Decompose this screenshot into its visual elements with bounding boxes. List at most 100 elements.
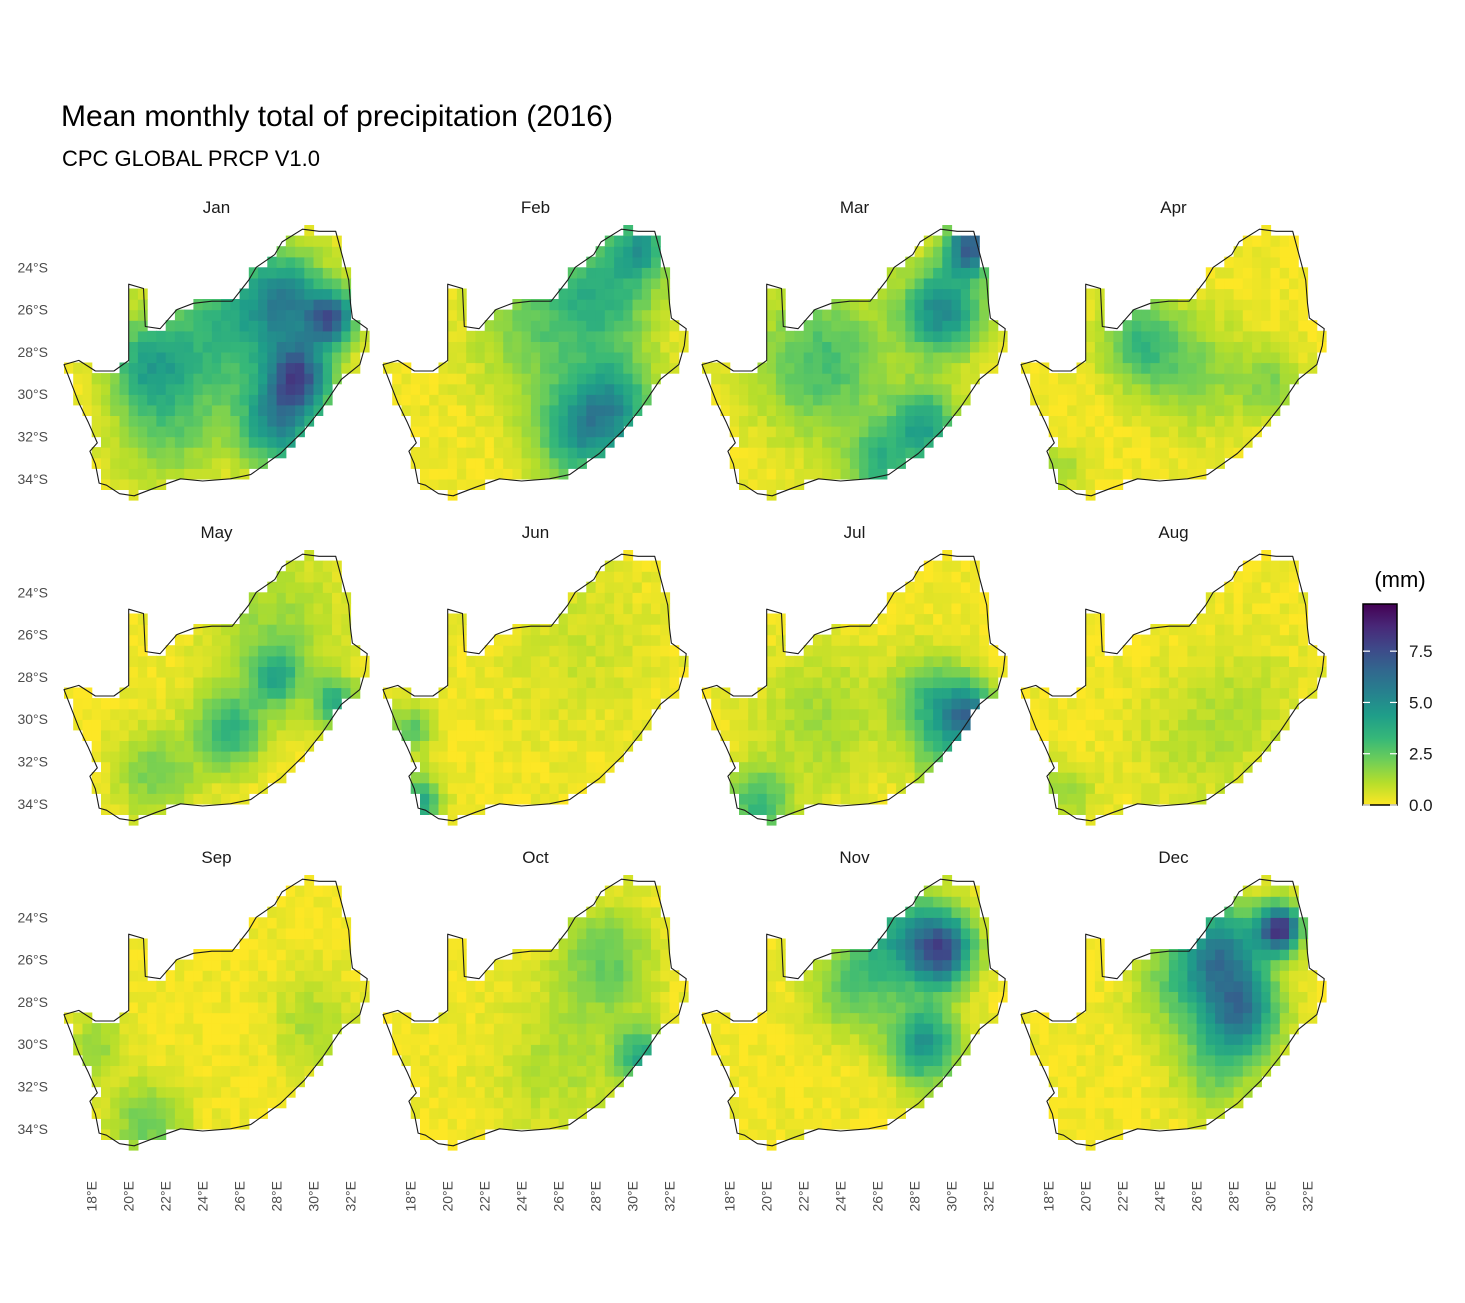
- grid-cell: [651, 634, 661, 646]
- grid-cell: [651, 299, 661, 311]
- grid-cell: [503, 1118, 513, 1130]
- grid-cell: [147, 1107, 157, 1119]
- grid-cell: [258, 602, 268, 615]
- grid-cell: [632, 917, 643, 929]
- grid-cell: [905, 655, 916, 667]
- grid-cell: [877, 309, 888, 321]
- grid-cell: [258, 645, 268, 657]
- grid-cell: [822, 1076, 832, 1088]
- grid-cell: [1076, 436, 1087, 448]
- grid-cell: [604, 980, 615, 992]
- grid-cell: [156, 436, 167, 448]
- grid-cell: [147, 676, 157, 689]
- grid-cell: [1215, 341, 1225, 353]
- grid-cell: [997, 330, 1008, 342]
- grid-cell: [147, 404, 157, 416]
- grid-cell: [803, 1001, 814, 1014]
- grid-cell: [466, 383, 476, 395]
- grid-cell: [651, 687, 661, 699]
- grid-cell: [193, 447, 204, 459]
- grid-cell: [101, 373, 111, 385]
- grid-cell: [313, 624, 324, 636]
- grid-cell: [1298, 666, 1309, 678]
- grid-cell: [1178, 373, 1188, 385]
- grid-cell: [137, 938, 148, 950]
- grid-cell: [785, 404, 795, 416]
- grid-cell: [1122, 362, 1133, 374]
- grid-cell: [438, 1076, 449, 1088]
- grid-cell: [447, 1076, 458, 1088]
- grid-cell: [401, 373, 412, 385]
- grid-cell: [493, 793, 504, 805]
- grid-cell: [1205, 719, 1216, 731]
- grid-cell: [82, 1044, 93, 1056]
- grid-cell: [512, 655, 523, 667]
- grid-cell: [1094, 373, 1105, 385]
- grid-cell: [211, 373, 222, 385]
- grid-cell: [632, 980, 643, 992]
- grid-cell: [456, 751, 467, 763]
- grid-cell: [156, 447, 167, 459]
- grid-cell: [410, 772, 421, 784]
- grid-cell: [567, 1012, 578, 1024]
- grid-cell: [748, 751, 758, 763]
- grid-cell: [1242, 235, 1253, 247]
- grid-cell: [332, 581, 342, 593]
- grid-cell: [623, 959, 634, 971]
- grid-cell: [332, 330, 342, 342]
- grid-cell: [979, 666, 990, 678]
- grid-cell: [512, 404, 523, 416]
- grid-cell: [239, 320, 250, 332]
- grid-cell: [1270, 708, 1281, 720]
- grid-cell: [493, 447, 504, 459]
- grid-cell: [558, 980, 569, 992]
- grid-cell: [868, 719, 879, 731]
- grid-cell: [332, 698, 342, 710]
- grid-cell: [849, 772, 860, 784]
- grid-cell: [429, 404, 439, 416]
- grid-cell: [549, 676, 560, 689]
- grid-cell: [1233, 687, 1244, 699]
- grid-cell: [886, 383, 897, 395]
- grid-cell: [484, 698, 495, 710]
- grid-cell: [812, 468, 823, 480]
- grid-cell: [1048, 751, 1059, 763]
- grid-cell: [595, 341, 606, 353]
- grid-cell: [785, 447, 795, 459]
- grid-cell: [822, 666, 832, 678]
- grid-cell: [295, 1023, 305, 1035]
- grid-cell: [1307, 341, 1318, 353]
- grid-cell: [729, 1054, 740, 1066]
- grid-cell: [456, 373, 467, 385]
- grid-cell: [530, 772, 541, 784]
- grid-cell: [1150, 761, 1161, 773]
- grid-cell: [193, 634, 204, 646]
- grid-cell: [812, 676, 823, 689]
- grid-cell: [766, 288, 777, 300]
- grid-cell: [1159, 383, 1170, 395]
- grid-cell: [1224, 613, 1235, 625]
- grid-cell: [503, 1001, 513, 1014]
- grid-cell: [1131, 330, 1142, 342]
- grid-cell: [447, 1044, 458, 1056]
- grid-cell: [951, 373, 962, 385]
- grid-cell: [896, 666, 906, 678]
- grid-cell: [456, 1001, 467, 1014]
- grid-cell: [313, 896, 324, 908]
- grid-cell: [586, 719, 597, 731]
- grid-cell: [1289, 676, 1299, 689]
- grid-cell: [1141, 782, 1151, 794]
- grid-cell: [822, 394, 832, 406]
- grid-cell: [456, 1044, 467, 1056]
- grid-cell: [211, 793, 222, 805]
- grid-cell: [530, 1076, 541, 1088]
- grid-cell: [651, 906, 661, 918]
- grid-cell: [614, 676, 624, 689]
- grid-cell: [285, 373, 296, 385]
- grid-cell: [276, 602, 287, 615]
- grid-cell: [165, 1086, 176, 1098]
- grid-cell: [1242, 581, 1253, 593]
- grid-cell: [447, 761, 458, 773]
- grid-cell: [766, 740, 777, 752]
- grid-cell: [456, 991, 467, 1003]
